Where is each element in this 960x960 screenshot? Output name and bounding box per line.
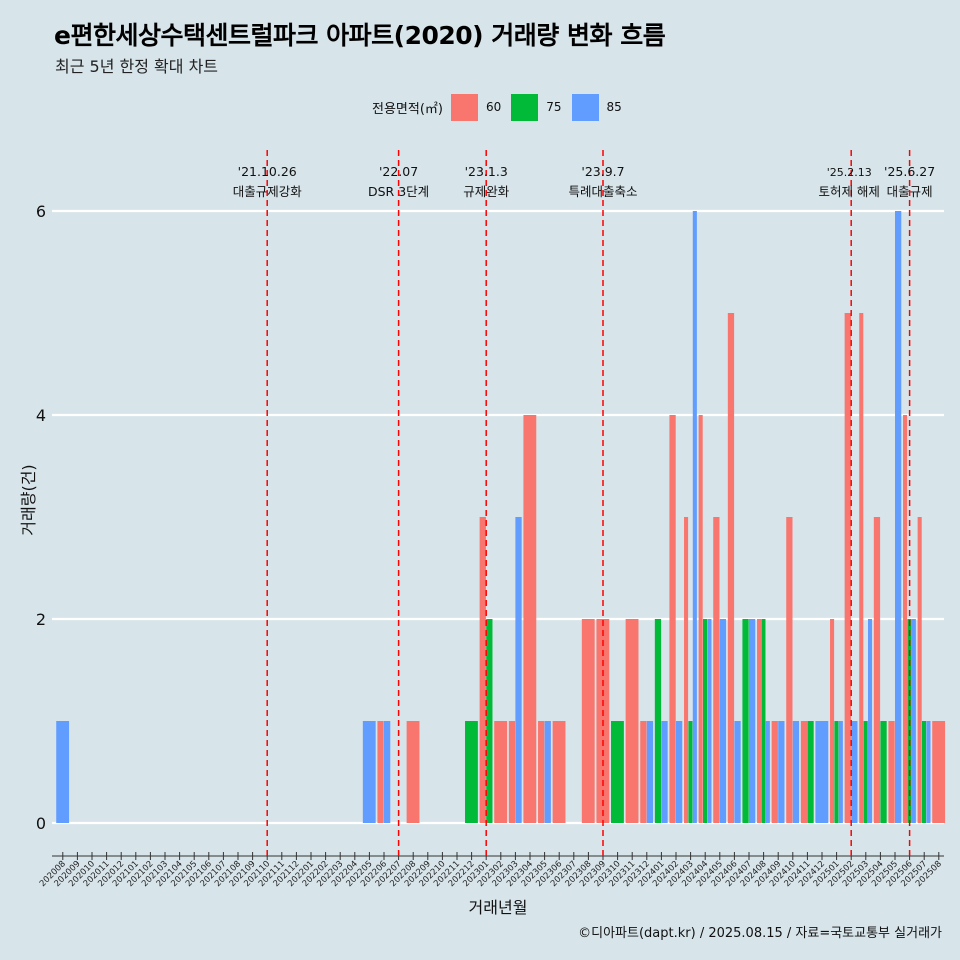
bar-75-202501 — [834, 721, 839, 823]
legend-key-60 — [450, 93, 478, 121]
bar-60-202506 — [903, 415, 908, 823]
bar-60-202502 — [844, 313, 851, 823]
bar-75-202212 — [465, 721, 478, 823]
source-caption: ©디아파트(dapt.kr) / 2025.08.15 / 자료=국토교통부 실… — [578, 926, 942, 941]
bar-60-202302 — [494, 721, 508, 823]
bar-85-202506 — [911, 619, 916, 823]
bar-75-202404 — [703, 619, 708, 823]
bar-60-202505 — [888, 721, 895, 823]
legend-key-75 — [511, 93, 539, 121]
legend-key-85 — [571, 93, 599, 121]
bar-60-202411 — [800, 721, 808, 823]
legend-label-85: 85 — [606, 100, 622, 114]
bar-75-202407 — [742, 619, 749, 823]
bar-75-202411 — [807, 721, 814, 823]
bar-60-202508 — [932, 721, 946, 823]
bar-75-202401 — [654, 619, 662, 823]
bar-85-202404 — [707, 619, 712, 823]
bar-75-202301 — [486, 619, 493, 823]
legend-label-60: 60 — [485, 100, 502, 114]
legend-item-60: 60 — [450, 93, 505, 121]
bar-75-202408 — [761, 619, 766, 823]
event-date: '22.07 — [379, 164, 418, 179]
y-tick-label: 2 — [36, 610, 46, 629]
legend-item-85: 85 — [571, 93, 626, 121]
bar-60-202306 — [552, 721, 566, 823]
event-date: '23.1.3 — [465, 164, 508, 179]
bar-60-202405 — [713, 517, 720, 823]
bar-60-202206 — [377, 721, 384, 823]
bar-85-202305 — [544, 721, 551, 823]
bar-60-202403 — [684, 517, 689, 823]
bar-75-202507 — [922, 721, 927, 823]
bar-85-202412 — [815, 721, 829, 823]
x-axis-title: 거래년월 — [469, 898, 528, 917]
bar-85-202410 — [792, 721, 800, 823]
bar-85-202505 — [895, 211, 902, 823]
bar-60-202409 — [771, 721, 778, 823]
y-tick-label: 4 — [36, 406, 46, 425]
bar-85-202408 — [765, 721, 770, 823]
bar-60-202408 — [757, 619, 762, 823]
bar-60-202303 — [508, 721, 516, 823]
bar-60-202501 — [830, 619, 835, 823]
bar-85-202502 — [851, 721, 858, 823]
bar-75-202503 — [863, 721, 868, 823]
y-tick-label: 0 — [36, 814, 46, 833]
event-label: 토허제 해제 — [818, 184, 879, 199]
bar-60-202305 — [538, 721, 545, 823]
bar-85-202406 — [734, 721, 741, 823]
bar-85-202507 — [926, 721, 931, 823]
bar-85-202206 — [384, 721, 391, 823]
bar-75-202310 — [611, 721, 624, 823]
legend: 전용면적(㎡) 60 75 85 — [372, 93, 632, 121]
bar-60-202504 — [873, 517, 881, 823]
bar-85-202008 — [56, 721, 70, 823]
bar-60-202507 — [917, 517, 922, 823]
legend-title: 전용면적(㎡) — [372, 101, 443, 117]
y-tick-label: 6 — [36, 202, 46, 221]
event-label: 특례대출축소 — [568, 184, 637, 199]
event-label: 대출규제 — [887, 184, 933, 199]
bar-60-202208 — [406, 721, 420, 823]
bar-85-202401 — [661, 721, 668, 823]
event-date: '25.2.13 — [827, 166, 872, 179]
chart-subtitle: 최근 5년 한정 확대 차트 — [55, 57, 219, 76]
y-axis-title: 거래량(건) — [19, 464, 38, 535]
bar-85-202312 — [646, 721, 654, 823]
bar-85-202303 — [515, 517, 522, 823]
bar-60-202304 — [523, 415, 537, 823]
bar-85-202407 — [749, 619, 756, 823]
bar-85-202402 — [676, 721, 683, 823]
event-label: DSR 3단계 — [368, 184, 429, 199]
bar-60-202301 — [479, 517, 486, 823]
bar-60-202312 — [640, 721, 647, 823]
bar-85-202405 — [719, 619, 727, 823]
chart-title: e편한세상수택센트럴파크 아파트(2020) 거래량 변화 흐름 — [54, 21, 666, 50]
legend-label-75: 75 — [546, 100, 562, 114]
bar-85-202403 — [692, 211, 697, 823]
event-date: '23.9.7 — [581, 164, 624, 179]
bar-60-202311 — [625, 619, 639, 823]
event-label: 규제완화 — [463, 184, 510, 199]
bar-75-202504 — [880, 721, 887, 823]
bar-60-202503 — [859, 313, 864, 823]
bar-60-202406 — [727, 313, 735, 823]
bar-85-202409 — [778, 721, 785, 823]
bar-60-202402 — [669, 415, 676, 823]
event-label: 대출규제강화 — [233, 184, 303, 199]
bar-60-202308 — [581, 619, 595, 823]
bar-60-202410 — [786, 517, 793, 823]
legend-item-75: 75 — [511, 93, 565, 121]
bar-85-202205 — [362, 721, 376, 823]
bar-85-202503 — [867, 619, 873, 823]
event-date: '21.10.26 — [238, 164, 297, 179]
bar-60-202404 — [698, 415, 703, 823]
event-date: '25.6.27 — [884, 164, 935, 179]
bar-85-202501 — [838, 721, 843, 823]
bar-75-202403 — [688, 721, 693, 823]
